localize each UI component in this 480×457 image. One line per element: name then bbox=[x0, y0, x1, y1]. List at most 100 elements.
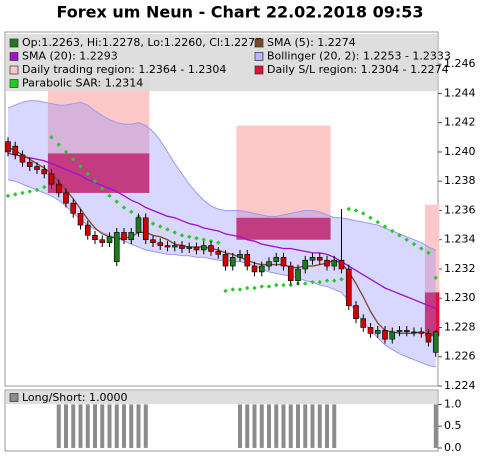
candle-body bbox=[171, 245, 178, 248]
candle-body bbox=[5, 141, 11, 153]
sar-dot bbox=[390, 228, 395, 234]
candle-body bbox=[287, 265, 294, 281]
bar bbox=[122, 404, 126, 448]
sar-dot bbox=[433, 275, 438, 280]
sar-dot bbox=[361, 211, 366, 216]
candle-body bbox=[237, 254, 243, 258]
sar-dot bbox=[382, 224, 388, 229]
legend-label: Bollinger (20, 2): 1.2253 - 1.2333 bbox=[267, 50, 451, 63]
sar-dot bbox=[368, 215, 373, 220]
sar-dot bbox=[332, 278, 337, 283]
candle-body bbox=[258, 265, 265, 273]
y-tick-label: 1.246 bbox=[444, 57, 476, 70]
sar-dot bbox=[56, 142, 61, 147]
candle-body bbox=[316, 256, 323, 261]
candle-body bbox=[34, 166, 40, 170]
bar bbox=[259, 404, 264, 448]
sar-dot bbox=[266, 284, 272, 289]
candle-body bbox=[157, 242, 164, 246]
candle-body bbox=[193, 246, 200, 251]
bar bbox=[71, 404, 76, 448]
legend-label: SMA (5): 1.2274 bbox=[267, 36, 356, 49]
candle-body bbox=[302, 259, 309, 270]
bar bbox=[78, 404, 83, 448]
bollinger-upper bbox=[7, 100, 436, 251]
legend-swatch bbox=[254, 52, 264, 61]
chart-title: Forex um Neun - Chart 22.02.2018 09:53 bbox=[56, 3, 423, 22]
candle-body bbox=[12, 145, 19, 156]
bar bbox=[93, 404, 97, 448]
y-tick-label: 1.224 bbox=[444, 379, 476, 392]
sar-dot bbox=[194, 236, 199, 241]
candle-body bbox=[222, 254, 229, 267]
y-tick-label: 1.230 bbox=[444, 291, 476, 304]
sar-dot bbox=[324, 278, 330, 283]
sar-dot bbox=[78, 164, 83, 169]
candle-body bbox=[92, 235, 98, 241]
candle-body bbox=[345, 268, 352, 306]
candle-body bbox=[142, 217, 149, 241]
sar-dot bbox=[27, 189, 32, 194]
y-tick-label: 0.0 bbox=[444, 441, 462, 454]
bar bbox=[136, 404, 141, 448]
legend-label: Daily trading region: 1.2364 - 1.2304 bbox=[22, 63, 226, 76]
legend-label: Op:1.2263, Hi:1.2278, Lo:1.2260, Cl:1.22… bbox=[22, 36, 262, 49]
sar-dot bbox=[92, 179, 98, 184]
bar bbox=[114, 404, 119, 448]
sar-dot bbox=[49, 135, 54, 140]
sar-dot bbox=[404, 237, 409, 242]
candle-body bbox=[418, 331, 425, 334]
candle-body bbox=[360, 318, 367, 328]
candle-body bbox=[215, 251, 222, 255]
sar-dot bbox=[281, 282, 286, 288]
bar bbox=[303, 404, 308, 448]
candle-body bbox=[128, 232, 135, 241]
y-tick-label: 1.242 bbox=[444, 116, 476, 129]
sma-line bbox=[7, 152, 436, 310]
sar-dot bbox=[274, 282, 279, 288]
bar bbox=[238, 404, 242, 448]
candle-body bbox=[382, 330, 388, 340]
bar bbox=[310, 404, 315, 448]
sar-dot bbox=[230, 287, 235, 292]
sar-dot bbox=[13, 192, 18, 197]
bar bbox=[317, 404, 322, 448]
candle-body bbox=[295, 268, 301, 281]
sma-line bbox=[7, 146, 436, 337]
candle-body bbox=[309, 256, 316, 261]
candle-body bbox=[121, 232, 127, 241]
sar-dot bbox=[172, 230, 177, 235]
candle-body bbox=[432, 331, 439, 353]
sar-dot bbox=[223, 288, 228, 294]
y-tick-label: 1.244 bbox=[444, 86, 476, 99]
candle-body bbox=[70, 202, 77, 214]
legend-label: Parabolic SAR: 1.2314 bbox=[22, 77, 143, 90]
y-tick-label: 1.0 bbox=[444, 397, 462, 410]
y-tick-label: 1.234 bbox=[444, 233, 476, 246]
bar bbox=[129, 404, 134, 448]
sar-dot bbox=[310, 279, 315, 285]
y-tick-label: 1.236 bbox=[444, 203, 476, 216]
sar-dot bbox=[158, 224, 163, 229]
candle-body bbox=[374, 330, 381, 334]
sar-dot bbox=[179, 233, 185, 238]
legend-swatch bbox=[254, 38, 264, 48]
legend-label: Daily S/L region: 1.2304 - 1.2274 bbox=[267, 63, 449, 76]
candle-body bbox=[389, 331, 396, 340]
bar bbox=[245, 404, 250, 448]
candle-body bbox=[353, 305, 359, 320]
sar-dot bbox=[259, 284, 264, 289]
sar-dot bbox=[397, 233, 402, 238]
candle-body bbox=[266, 261, 272, 267]
bollinger-band bbox=[8, 100, 436, 367]
sar-dot bbox=[237, 287, 243, 292]
candle-body bbox=[63, 192, 69, 204]
candle-body bbox=[19, 154, 26, 163]
candle-body bbox=[135, 217, 142, 233]
candle-body bbox=[77, 213, 84, 226]
sar-dot bbox=[121, 205, 127, 210]
y-tick-label: 1.228 bbox=[444, 320, 476, 333]
sar-dot bbox=[150, 221, 156, 226]
bar bbox=[274, 404, 279, 448]
